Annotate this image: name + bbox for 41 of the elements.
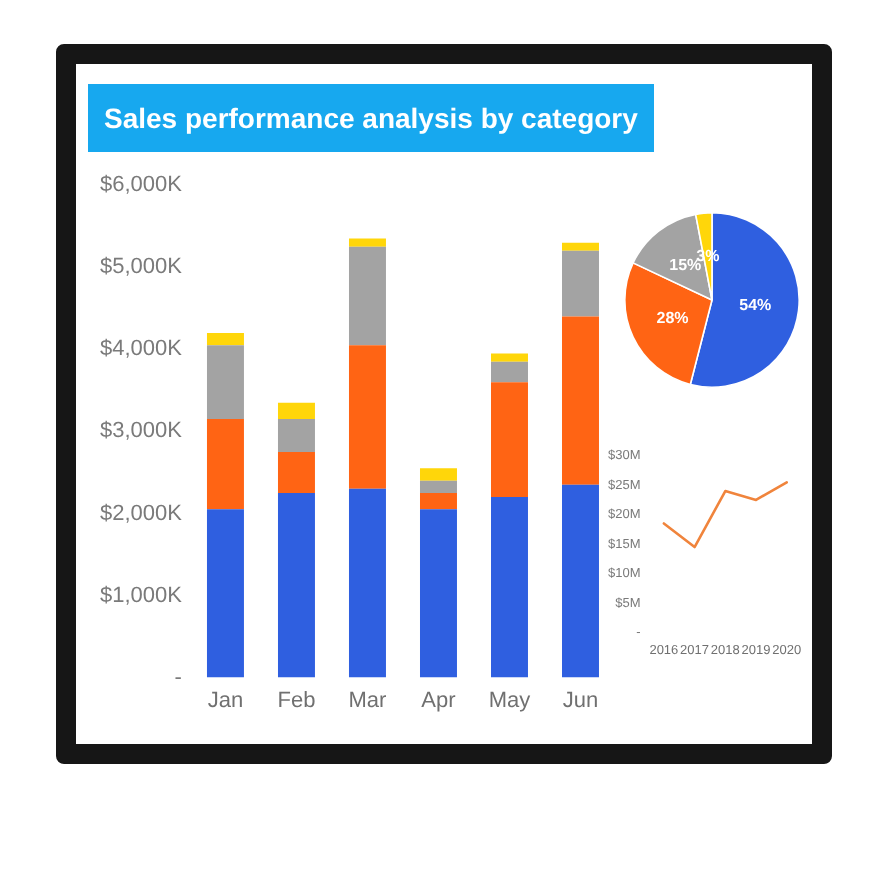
- data-label: 54%: [739, 295, 772, 314]
- bar: [277, 451, 315, 493]
- bar: [206, 509, 244, 678]
- bar: [562, 242, 599, 251]
- bar: [420, 509, 457, 678]
- bar: [491, 382, 528, 498]
- y-tick-label: $4,000K: [99, 337, 184, 362]
- bar: [491, 353, 528, 362]
- x-tick-label: Feb: [277, 688, 316, 713]
- x-tick-label: Mar: [348, 688, 388, 713]
- x-tick-label: Jun: [562, 688, 599, 713]
- bar: [277, 492, 315, 678]
- bar: [206, 419, 244, 510]
- bar: [348, 488, 386, 678]
- bar: [206, 345, 244, 420]
- bar: [491, 497, 528, 678]
- bar: [562, 250, 599, 317]
- bar: [420, 480, 457, 493]
- x-tick-label: Jan: [207, 688, 244, 713]
- y-tick-label: -: [174, 665, 183, 690]
- bar: [206, 332, 244, 346]
- x-tick-label: Apr: [421, 688, 457, 713]
- y-tick-label: $6,000K: [99, 173, 184, 198]
- y-tick-label: $1,000K: [99, 583, 184, 608]
- bar: [348, 238, 386, 247]
- bar: [420, 492, 457, 510]
- x-tick-label: May: [488, 688, 532, 713]
- bar: [420, 468, 457, 481]
- bar: [562, 316, 599, 485]
- y-tick-label: $2,000K: [99, 501, 184, 526]
- data-label: 15%: [669, 255, 702, 274]
- data-label: 28%: [656, 308, 689, 327]
- bar: [277, 402, 315, 420]
- y-tick-label: $5,000K: [99, 255, 184, 280]
- bar: [277, 419, 315, 452]
- bar: [491, 361, 528, 383]
- bar: [562, 484, 599, 678]
- bar: [348, 246, 386, 346]
- y-tick-label: $3,000K: [99, 419, 184, 444]
- bar: [348, 345, 386, 489]
- chart-title: Sales performance analysis by category: [88, 84, 654, 152]
